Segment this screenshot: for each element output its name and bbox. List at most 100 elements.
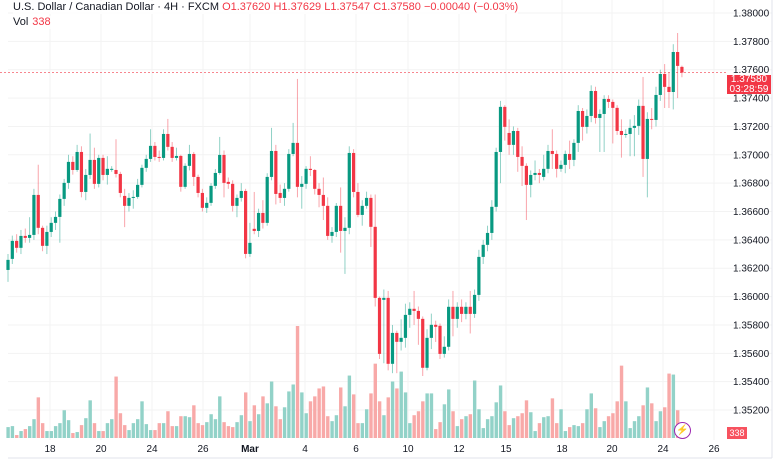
candle-body (498, 106, 503, 152)
volume-bar (472, 380, 477, 438)
candle (663, 64, 667, 109)
volume-bar (641, 405, 645, 438)
time-tick-label: 24 (657, 444, 669, 455)
candle-body (326, 205, 330, 236)
candle-body (239, 190, 243, 198)
volume-bar (373, 363, 377, 438)
candle-body (416, 310, 420, 319)
candle (339, 187, 343, 253)
volume-bar (559, 409, 563, 438)
candle-body (676, 51, 680, 66)
candle-body (79, 151, 84, 192)
candle (45, 225, 49, 255)
volume-bar (187, 417, 192, 438)
candle-body (606, 98, 611, 102)
candle (179, 154, 183, 192)
candle-body (468, 306, 472, 314)
candle (447, 299, 451, 351)
candle-body (136, 184, 140, 197)
volume-bar (166, 411, 170, 438)
candle-body (209, 185, 213, 203)
volume-bar (425, 393, 429, 438)
volume-bar (654, 421, 658, 438)
time-axis[interactable]: 18 20 24 26 Mar 4 6 10 12 15 18 20 24 26 (44, 444, 720, 455)
candle (187, 144, 192, 171)
volume-bar (485, 419, 490, 438)
volume-bar (32, 419, 36, 438)
volume-bar (118, 413, 123, 438)
price-tick-label: 1.35800 (733, 320, 770, 331)
volume-bar (244, 392, 248, 438)
time-tick-label: 12 (453, 444, 465, 455)
volume-bar (218, 396, 222, 438)
volume-bar (377, 401, 382, 438)
candle (373, 194, 377, 307)
candle-body (157, 156, 161, 158)
price-axis[interactable]: 1.38000 1.37800 1.37600 1.37400 1.37200 1.370… (733, 9, 770, 417)
candle (6, 254, 10, 282)
candle-body (611, 101, 615, 108)
time-tick-label: 20 (95, 444, 107, 455)
candle-body (19, 235, 23, 248)
volume-bar (455, 426, 460, 438)
volume-bar (572, 425, 576, 438)
volume-bar (170, 426, 174, 438)
candle-body (568, 153, 572, 160)
volume-bar (23, 429, 28, 438)
candle (533, 160, 537, 181)
candle-body (287, 153, 291, 189)
candle (222, 150, 226, 198)
candle-body (213, 172, 217, 186)
candle-body (442, 346, 446, 354)
candle-body (265, 176, 269, 223)
volume-bar (291, 384, 295, 438)
candle (313, 168, 317, 195)
volume-bar (658, 411, 663, 438)
candle-body (140, 167, 144, 185)
candles (6, 32, 684, 377)
candle (226, 177, 230, 189)
lightning-icon[interactable]: ⚡ (674, 422, 691, 439)
candle (265, 173, 269, 226)
candle (144, 154, 148, 172)
candle (472, 289, 477, 318)
volume-bar (123, 425, 127, 438)
candle (123, 188, 127, 228)
candle-body (187, 153, 192, 166)
candle (40, 225, 45, 252)
volume-bar (75, 432, 79, 438)
candle (559, 160, 563, 172)
candle (317, 183, 321, 208)
candle (602, 95, 606, 152)
volume-bar (360, 423, 365, 438)
volume-bar (580, 423, 585, 438)
candle-body (589, 90, 593, 116)
volume-bar (356, 423, 360, 438)
candle-body (218, 154, 222, 173)
candle (645, 112, 649, 198)
volume-bar (252, 405, 257, 438)
candle-body (269, 150, 274, 177)
volume-bar (19, 431, 23, 438)
candle (347, 146, 351, 235)
candle (429, 313, 433, 350)
candle (231, 180, 235, 212)
volume-bar (451, 411, 455, 438)
candle-body (403, 314, 408, 338)
candle-body (256, 212, 261, 231)
candle-body (23, 235, 27, 238)
volume-bar (382, 415, 386, 438)
candle-body (304, 168, 308, 184)
volume-bar (671, 374, 676, 438)
candle (364, 191, 369, 209)
volume-bar (183, 416, 187, 438)
candle (555, 150, 559, 178)
candle-body (84, 174, 88, 192)
time-tick-label: 26 (197, 444, 209, 455)
candle-body (15, 240, 19, 248)
volume-bar (352, 394, 356, 438)
candle (412, 290, 416, 325)
candle (455, 302, 459, 328)
volume-bar (10, 426, 15, 438)
